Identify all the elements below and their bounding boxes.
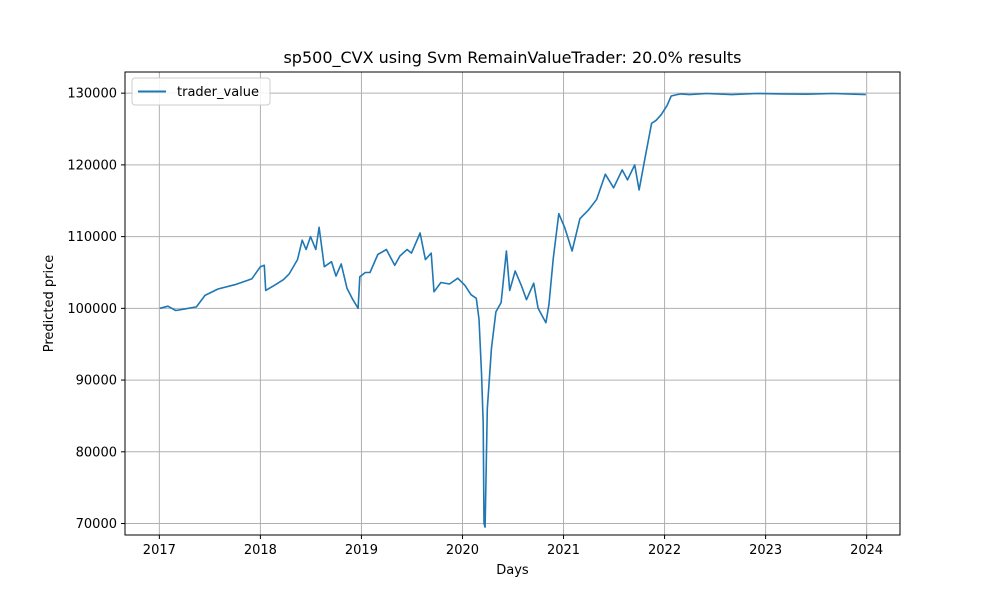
y-tick-label: 110000	[67, 230, 117, 245]
y-tick-label: 70000	[76, 517, 117, 532]
legend-label-trader-value: trader_value	[177, 85, 259, 100]
x-tick-label: 2021	[547, 543, 580, 558]
x-tick-label: 2018	[244, 543, 277, 558]
plot-frame	[124, 71, 901, 536]
y-tick-label: 100000	[67, 302, 117, 317]
chart-title: sp500_CVX using Svm RemainValueTrader: 2…	[283, 48, 741, 68]
x-tick-label: 2017	[143, 543, 176, 558]
x-tick-label: 2024	[850, 543, 883, 558]
legend: trader_value	[131, 77, 271, 106]
series-lines	[159, 92, 866, 528]
y-tick-label: 120000	[67, 158, 117, 173]
legend-box	[131, 77, 271, 106]
y-tick-label: 80000	[76, 445, 117, 460]
x-tick-label: 2020	[446, 543, 479, 558]
x-tick-label: 2022	[648, 543, 681, 558]
x-tick-label: 2023	[749, 543, 782, 558]
x-tick-label: 2019	[345, 543, 378, 558]
axis-ticks: 2017 2018 2019 2020 2021 2022 2023 2024 70000 800…	[67, 87, 883, 558]
series-line-trader-value	[159, 92, 866, 528]
y-axis-label: Predicted price	[42, 255, 57, 353]
grid-lines	[125, 72, 900, 535]
x-axis-label: Days	[496, 563, 529, 578]
y-tick-label: 130000	[67, 87, 117, 102]
y-tick-label: 90000	[76, 374, 117, 389]
